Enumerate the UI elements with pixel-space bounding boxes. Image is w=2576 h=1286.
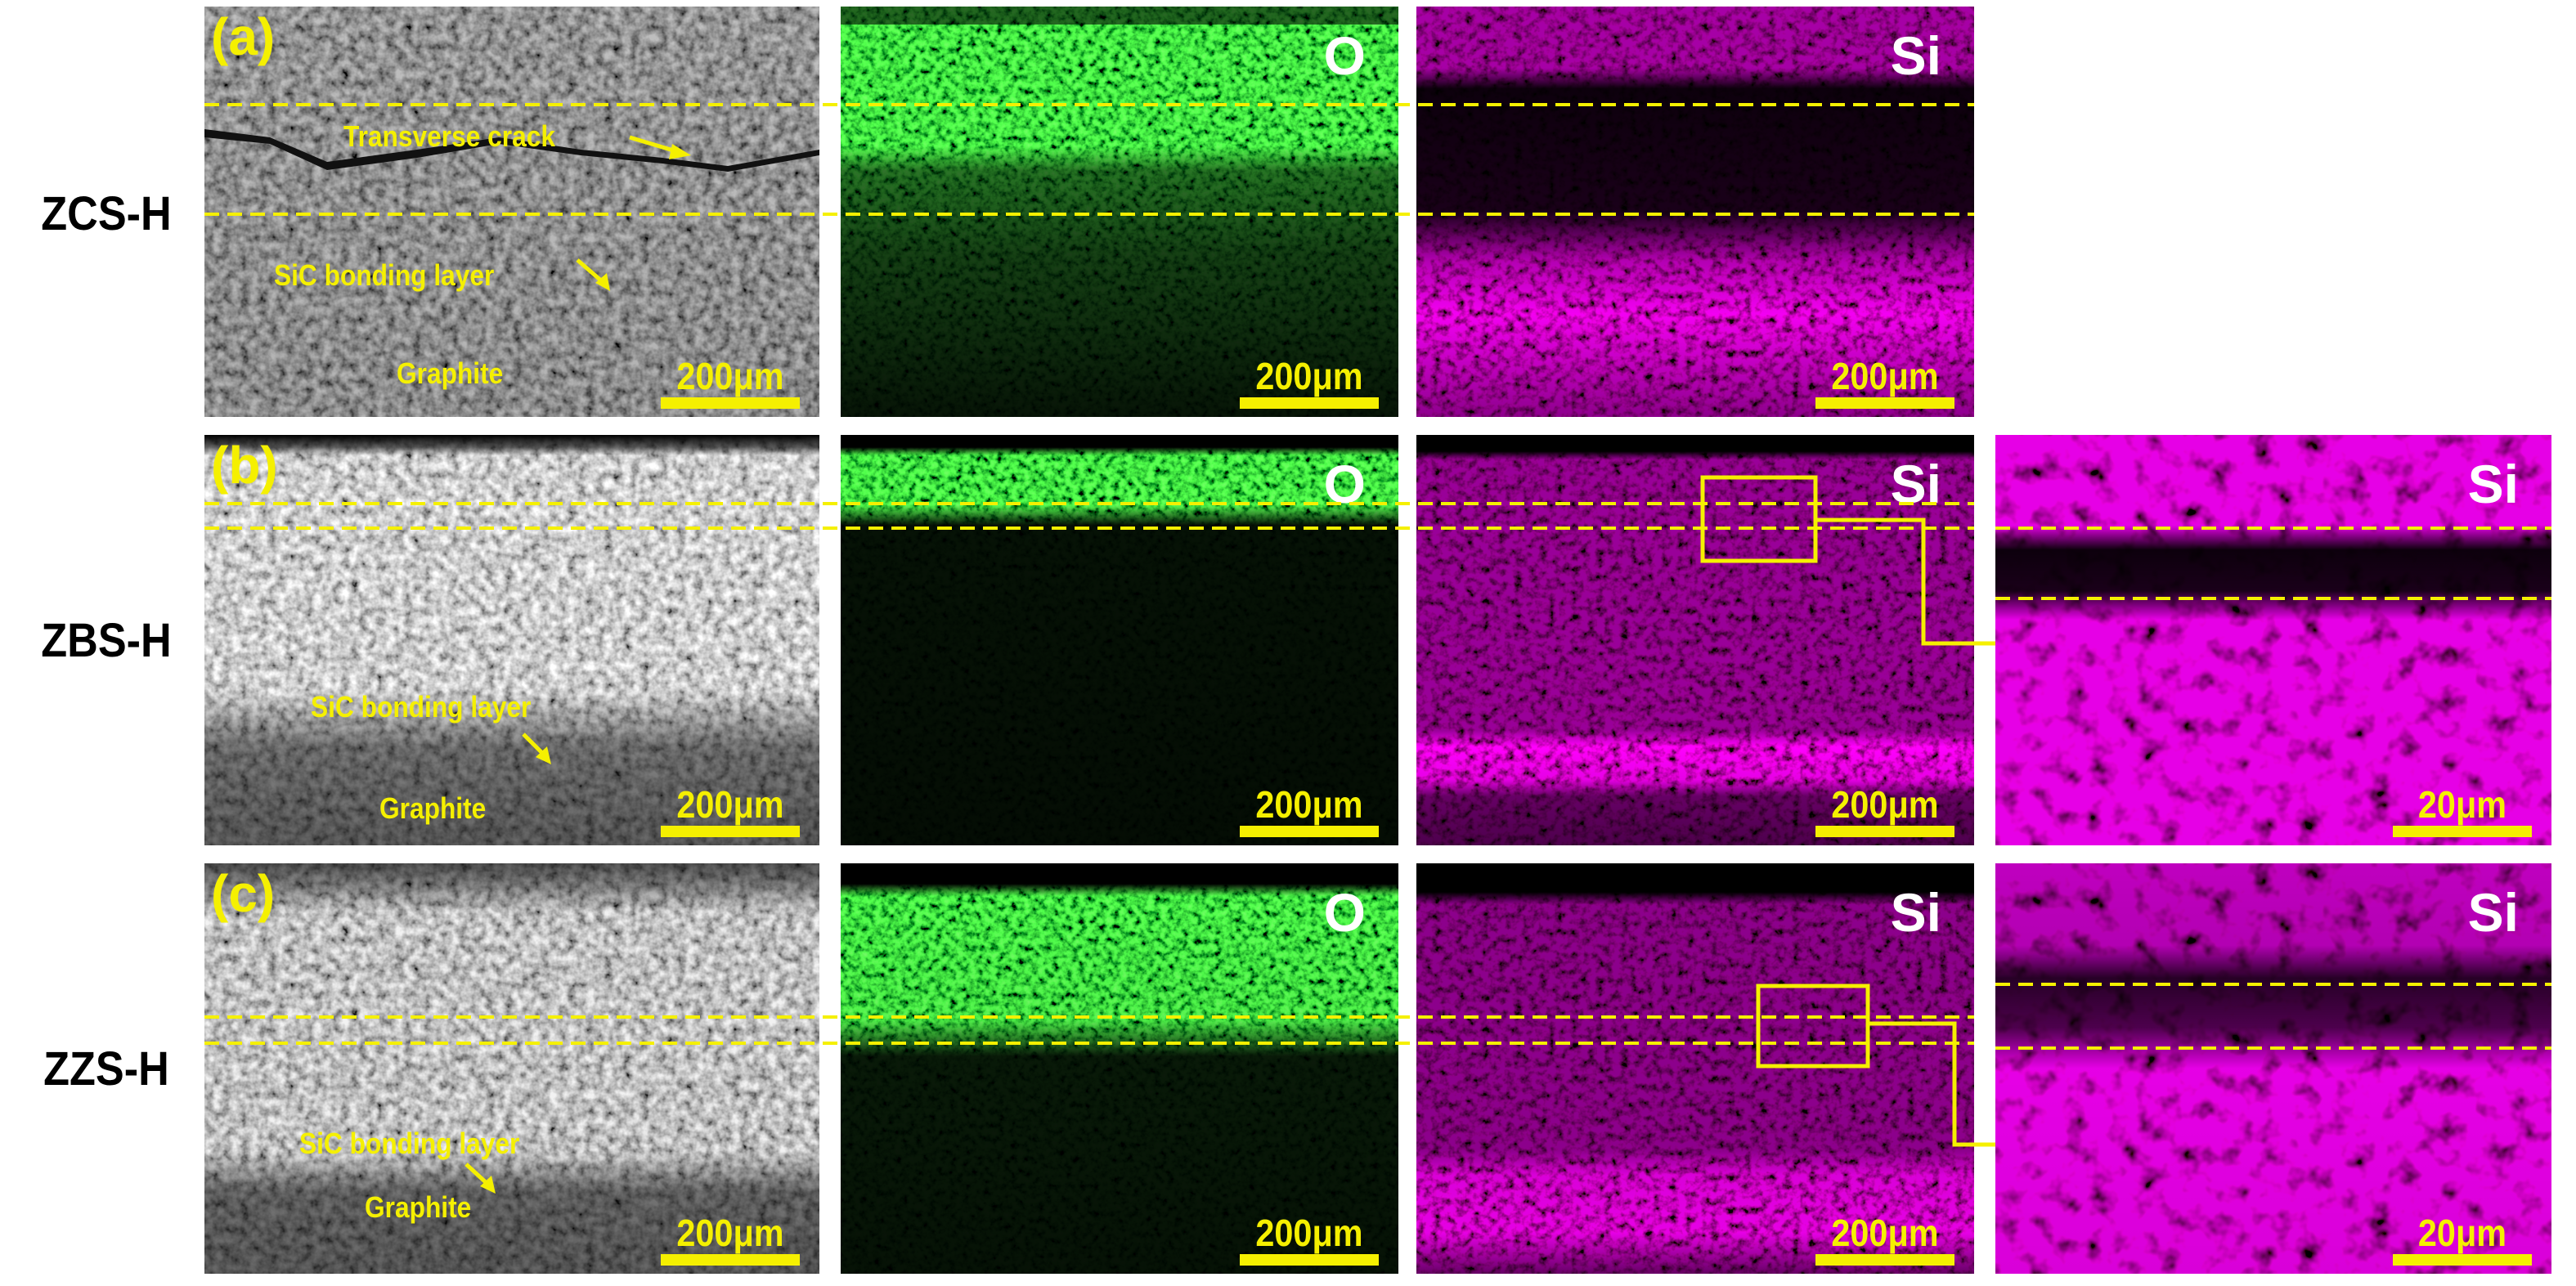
panel-letter-c: (c) xyxy=(211,864,276,923)
row-label-zcs-h: ZCS-H xyxy=(41,187,172,240)
panel-letter-a: (a) xyxy=(211,7,276,66)
scale-bar: 20μm xyxy=(2393,1213,2532,1266)
row-label-zzs-h: ZZS-H xyxy=(43,1042,169,1096)
element-label-si: Si xyxy=(2467,882,2519,943)
oxygen-map-a: O 200μm xyxy=(841,7,1398,417)
annotation-sic-bonding-layer: SiC bonding layer xyxy=(299,1127,520,1160)
element-label-o: O xyxy=(1323,882,1366,943)
element-label-si: Si xyxy=(1890,882,1941,943)
annotation-transverse-crack: Transverse crack xyxy=(343,119,555,153)
element-label-si: Si xyxy=(2467,454,2519,514)
annotation-sic-bonding-layer: SiC bonding layer xyxy=(274,258,495,292)
sem-image-c: (c) SiC bonding layer Graphite 200μm xyxy=(204,863,819,1274)
scale-bar: 200μm xyxy=(1815,1213,1954,1266)
annotation-graphite: Graphite xyxy=(379,791,487,825)
element-label-si: Si xyxy=(1890,454,1941,514)
silicon-map-zoom-b: Si 20μm xyxy=(1995,435,2551,845)
annotation-sic-bonding-layer: SiC bonding layer xyxy=(311,690,532,724)
silicon-map-c: Si 200μm xyxy=(1416,863,1974,1274)
scale-bar: 200μm xyxy=(661,1213,800,1266)
sem-image-b: (b) SiC bonding layer Graphite 200μm xyxy=(204,435,819,845)
silicon-map-a: Si 200μm xyxy=(1416,7,1974,417)
row-label-zbs-h: ZBS-H xyxy=(41,614,172,667)
oxygen-map-c: O 200μm xyxy=(841,863,1398,1274)
scale-bar: 200μm xyxy=(661,356,800,409)
scale-bar: 200μm xyxy=(1815,356,1954,409)
scale-bar: 200μm xyxy=(661,785,800,837)
sem-image-a: (a) Transverse crack SiC bonding layer G… xyxy=(204,7,819,417)
scale-bar: 200μm xyxy=(1240,356,1379,409)
annotation-graphite: Graphite xyxy=(365,1190,472,1224)
panel-letter-b: (b) xyxy=(211,436,278,495)
scale-bar: 200μm xyxy=(1815,785,1954,837)
oxygen-map-b: O 200μm xyxy=(841,435,1398,845)
silicon-map-zoom-c: Si 20μm xyxy=(1995,863,2551,1274)
element-label-si: Si xyxy=(1890,25,1941,86)
scale-bar: 200μm xyxy=(1240,785,1379,837)
silicon-map-b: Si 200μm xyxy=(1416,435,1974,845)
element-label-o: O xyxy=(1323,454,1366,514)
scale-bar: 200μm xyxy=(1240,1213,1379,1266)
scale-bar: 20μm xyxy=(2393,785,2532,837)
element-label-o: O xyxy=(1323,25,1366,86)
annotation-graphite: Graphite xyxy=(397,356,504,390)
